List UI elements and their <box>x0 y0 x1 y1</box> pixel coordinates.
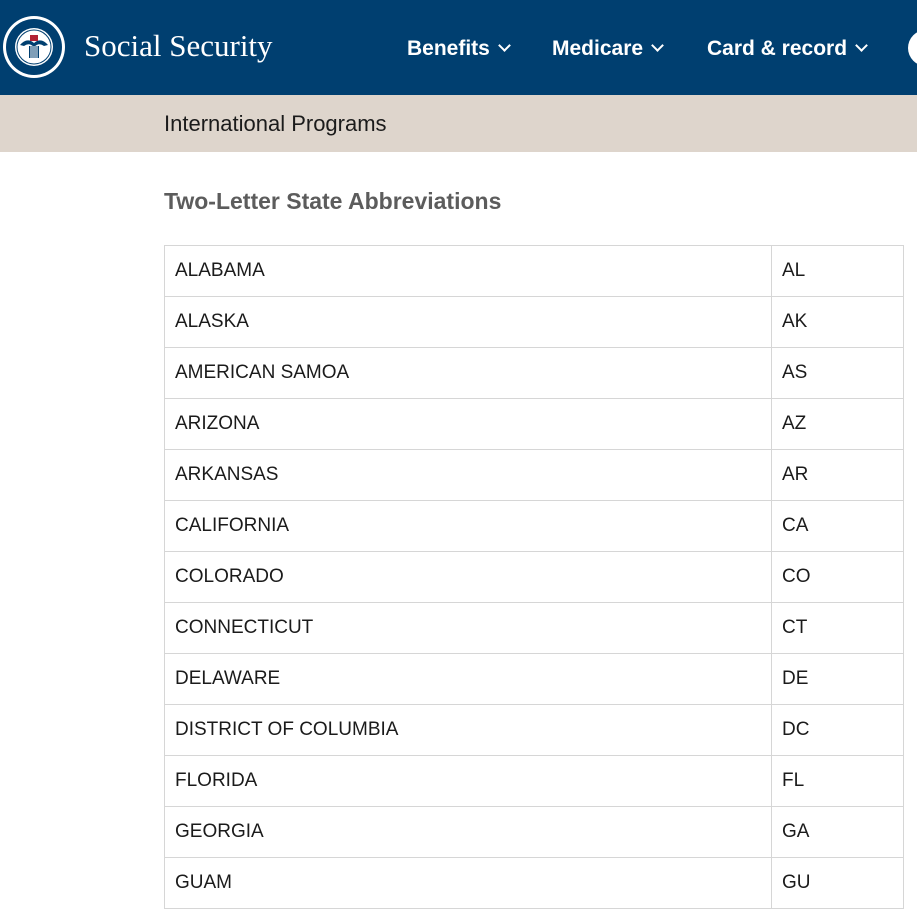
section-banner: International Programs <box>0 95 917 152</box>
state-abbr-cell: GU <box>772 858 904 908</box>
nav-benefits-label: Benefits <box>407 37 490 60</box>
state-abbr-cell: GA <box>772 807 904 857</box>
table-row: GUAM GU <box>165 858 904 909</box>
table-row: COLORADO CO <box>165 552 904 603</box>
state-name-cell: COLORADO <box>165 552 772 602</box>
nav-card-and-record[interactable]: Card & record <box>707 34 868 64</box>
state-name-cell: CALIFORNIA <box>165 501 772 551</box>
site-title[interactable]: Social Security <box>84 28 273 63</box>
table-row: ARIZONA AZ <box>165 399 904 450</box>
state-abbr-cell: CO <box>772 552 904 602</box>
table-row: ALABAMA AL <box>165 246 904 297</box>
state-abbr-cell: FL <box>772 756 904 806</box>
table-row: ALASKA AK <box>165 297 904 348</box>
state-abbr-cell: DC <box>772 705 904 755</box>
page-title: Two-Letter State Abbreviations <box>164 188 502 214</box>
table-row: ARKANSAS AR <box>165 450 904 501</box>
chevron-down-icon <box>651 39 664 52</box>
state-name-cell: ALABAMA <box>165 246 772 296</box>
section-title[interactable]: International Programs <box>164 111 387 136</box>
state-name-cell: ARIZONA <box>165 399 772 449</box>
state-abbr-cell: CA <box>772 501 904 551</box>
state-name-cell: DISTRICT OF COLUMBIA <box>165 705 772 755</box>
table-row: CONNECTICUT CT <box>165 603 904 654</box>
state-abbr-cell: AL <box>772 246 904 296</box>
nav-card-label: Card & record <box>707 37 848 60</box>
state-name-cell: ALASKA <box>165 297 772 347</box>
state-abbr-cell: AK <box>772 297 904 347</box>
state-abbr-cell: AZ <box>772 399 904 449</box>
state-name-cell: ARKANSAS <box>165 450 772 500</box>
state-abbr-cell: DE <box>772 654 904 704</box>
nav-benefits[interactable]: Benefits <box>407 34 511 64</box>
state-abbr-cell: AS <box>772 348 904 398</box>
state-abbr-cell: AR <box>772 450 904 500</box>
state-name-cell: DELAWARE <box>165 654 772 704</box>
state-abbr-cell: CT <box>772 603 904 653</box>
table-row: CALIFORNIA CA <box>165 501 904 552</box>
chevron-down-icon <box>855 39 868 52</box>
site-header: Social Security Benefits Medicare Card &… <box>0 0 917 95</box>
search-button[interactable] <box>908 30 917 66</box>
state-abbreviations-table: ALABAMA AL ALASKA AK AMERICAN SAMOA AS A… <box>164 245 904 909</box>
state-name-cell: AMERICAN SAMOA <box>165 348 772 398</box>
state-name-cell: CONNECTICUT <box>165 603 772 653</box>
state-name-cell: GUAM <box>165 858 772 908</box>
nav-medicare[interactable]: Medicare <box>552 34 664 64</box>
table-row: GEORGIA GA <box>165 807 904 858</box>
chevron-down-icon <box>497 39 511 52</box>
table-row: DISTRICT OF COLUMBIA DC <box>165 705 904 756</box>
nav-medicare-label: Medicare <box>552 37 644 60</box>
table-row: FLORIDA FL <box>165 756 904 807</box>
ssa-seal-logo[interactable] <box>2 15 66 79</box>
state-name-cell: FLORIDA <box>165 756 772 806</box>
table-row: DELAWARE DE <box>165 654 904 705</box>
state-name-cell: GEORGIA <box>165 807 772 857</box>
table-row: AMERICAN SAMOA AS <box>165 348 904 399</box>
